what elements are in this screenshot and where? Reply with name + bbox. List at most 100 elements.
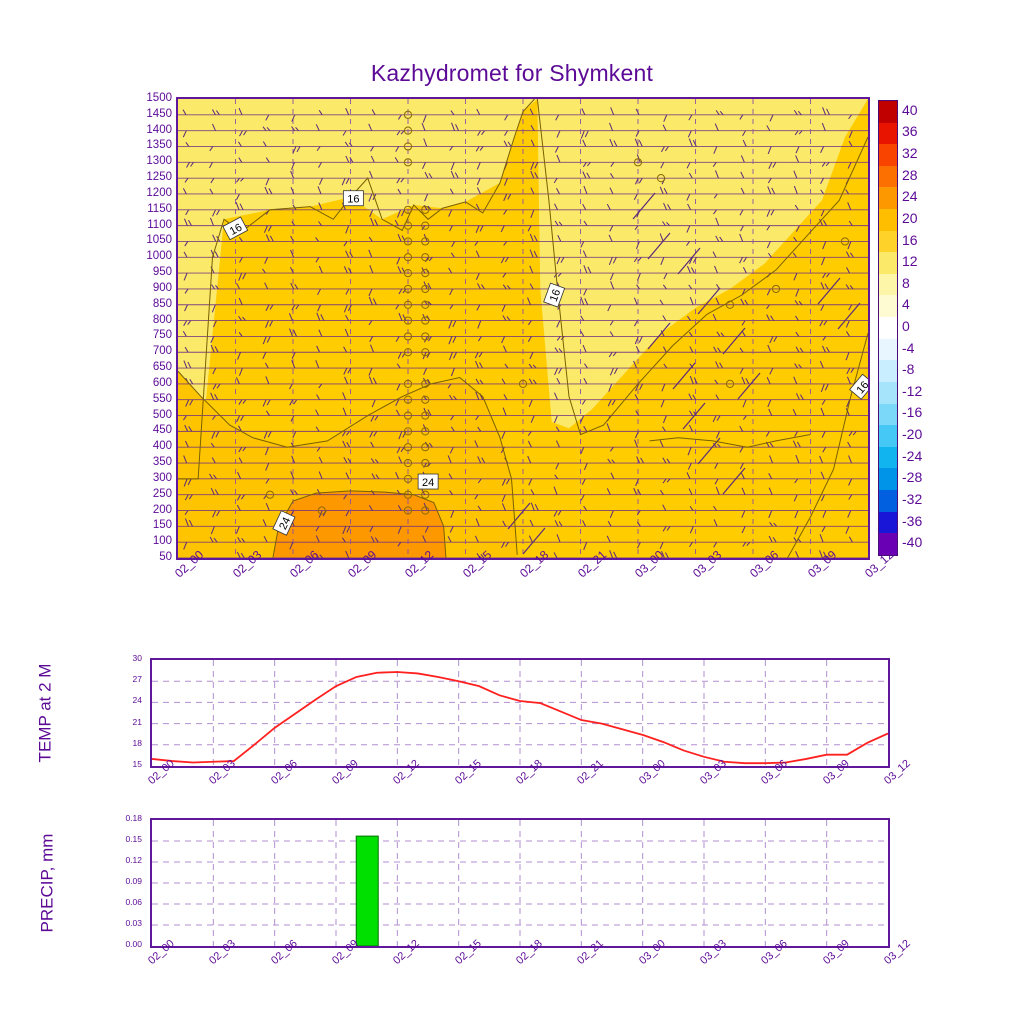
colorbar-segment	[879, 273, 897, 296]
main-y-tick-label: 350	[152, 456, 172, 469]
colorbar-tick-label: 16	[902, 231, 918, 248]
main-y-tick-label: 550	[152, 392, 172, 405]
colorbar-tick-label: 4	[902, 296, 910, 313]
main-y-tick-label: 500	[152, 408, 172, 421]
main-y-tick-label: 400	[152, 440, 172, 453]
temp-y-tick-label: 18	[132, 737, 142, 748]
main-y-tick-label: 1050	[146, 234, 172, 247]
main-y-tick-label: 650	[152, 361, 172, 374]
colorbar-segment	[879, 252, 897, 274]
main-y-tick-label: 100	[152, 535, 172, 548]
colorbar-segment	[879, 489, 897, 512]
precip-y-tick-label: 0.12	[125, 855, 142, 865]
colorbar-labels: 40 36 32 28 24 20 16 12 8 4 0 -4 -8 -12 -16 -20 -24 -28 -3…	[902, 100, 942, 556]
colorbar-segment	[879, 230, 897, 253]
main-y-tick-label: 850	[152, 297, 172, 310]
main-y-tick-label: 750	[152, 329, 172, 342]
colorbar-tick-label: 40	[902, 101, 918, 118]
page-title: Kazhydromet for Shymkent	[370, 60, 654, 86]
colorbar	[878, 100, 898, 556]
contour-label: 16	[222, 216, 249, 241]
colorbar-tick-label: 0	[902, 318, 910, 334]
main-x-axis-labels: 02_00 02_03 02_06 02_09 02_12 02_15 02_18 02_21…	[172, 548, 896, 616]
main-y-tick-label: 200	[152, 503, 172, 516]
temp-y-tick-label: 24	[132, 695, 142, 706]
svg-text:16: 16	[347, 194, 359, 206]
main-y-tick-label: 800	[152, 313, 172, 326]
main-y-tick-label: 1150	[147, 202, 172, 215]
colorbar-tick-label: -32	[902, 490, 923, 507]
colorbar-segment	[879, 533, 897, 555]
main-y-tick-label: 1000	[146, 250, 172, 263]
main-y-tick-label: 1300	[146, 155, 172, 168]
main-y-tick-label: 1100	[147, 218, 172, 231]
main-y-tick-label: 1350	[146, 139, 172, 152]
precip-y-tick-label: 0.06	[125, 897, 142, 907]
main-y-tick-label: 950	[152, 266, 172, 279]
precip-y-tick-label: 0.00	[125, 939, 142, 949]
main-y-tick-label: 1450	[146, 107, 172, 120]
main-y-tick-label: 50	[159, 551, 172, 563]
colorbar-tick-label: 8	[902, 274, 910, 291]
colorbar-segment	[879, 317, 897, 339]
precip-y-axis: 0.00 0.03 0.06 0.09 0.12 0.15 0.18	[88, 814, 142, 949]
temp-y-tick-label: 21	[132, 716, 142, 727]
colorbar-segment	[879, 209, 897, 231]
colorbar-segment	[879, 446, 897, 469]
main-y-tick-label: 600	[152, 376, 172, 389]
temp-chart-panel[interactable]	[150, 658, 890, 768]
colorbar-segment	[879, 165, 897, 188]
colorbar-segment	[879, 403, 897, 426]
colorbar-tick-label: 28	[902, 166, 918, 183]
colorbar-segment	[879, 381, 897, 404]
colorbar-segment	[879, 122, 897, 145]
colorbar-tick-label: 36	[902, 123, 918, 140]
colorbar-segment	[879, 101, 897, 123]
contour-label: 24	[272, 510, 296, 536]
colorbar-tick-label: -28	[902, 469, 923, 486]
main-y-tick-label: 150	[152, 519, 172, 532]
contour-label: 24	[417, 473, 439, 490]
main-y-tick-label: 300	[152, 471, 172, 484]
main-y-tick-label: 250	[152, 487, 172, 500]
temp-axis-title: TEMP at 2 M	[34, 663, 54, 763]
temp-line-svg	[151, 660, 889, 766]
colorbar-segment	[879, 360, 897, 382]
main-y-tick-label: 1250	[146, 171, 172, 184]
colorbar-tick-label: -24	[902, 447, 923, 464]
precip-y-tick-label: 0.15	[125, 834, 142, 844]
colorbar-tick-label: 24	[902, 188, 918, 205]
main-y-tick-label: 1200	[146, 186, 172, 199]
contour-plot-svg: 16 16 16 16 24 24	[178, 99, 868, 558]
precip-bar-svg	[152, 820, 888, 947]
colorbar-tick-label: -4	[902, 339, 915, 356]
contour-label: 16	[342, 190, 364, 207]
precip-axis-title: PRECIP, mm	[37, 833, 56, 933]
colorbar-segment	[879, 187, 897, 210]
svg-text:16: 16	[854, 379, 868, 396]
temp-y-tick-label: 15	[132, 759, 142, 769]
colorbar-segment	[879, 425, 897, 447]
temp-y-tick-label: 30	[132, 653, 142, 663]
colorbar-tick-label: -36	[902, 512, 923, 529]
main-contour-panel[interactable]: 16 16 16 16 24 24	[176, 97, 870, 560]
colorbar-segment	[879, 144, 897, 166]
colorbar-tick-label: -20	[902, 426, 923, 443]
temp-y-tick-label: 27	[132, 674, 142, 685]
precip-y-tick-label: 0.09	[125, 876, 142, 886]
svg-text:24: 24	[277, 516, 293, 532]
colorbar-tick-label: 12	[902, 253, 918, 270]
temp-y-axis: 30 27 24 21 18 15	[98, 654, 142, 769]
main-y-tick-label: 1400	[146, 123, 172, 136]
colorbar-tick-label: 32	[902, 145, 918, 162]
temp-x-axis-labels: 02_00 02_03 02_06 02_09 02_12 02_15 02_18 02_21…	[146, 758, 913, 820]
svg-text:16: 16	[228, 221, 244, 237]
main-y-tick-label: 1500	[146, 92, 172, 104]
contour-label: 16	[849, 373, 868, 400]
main-y-axis: 1500 1450 1400 1350 1300 1250 1200 1150 1100 1050…	[124, 92, 172, 563]
precip-chart-panel[interactable]	[150, 818, 890, 948]
colorbar-tick-label: -8	[902, 361, 915, 378]
precip-y-tick-label: 0.03	[125, 918, 142, 928]
main-y-tick-label: 700	[152, 345, 172, 358]
precip-y-tick-label: 0.18	[125, 813, 142, 823]
